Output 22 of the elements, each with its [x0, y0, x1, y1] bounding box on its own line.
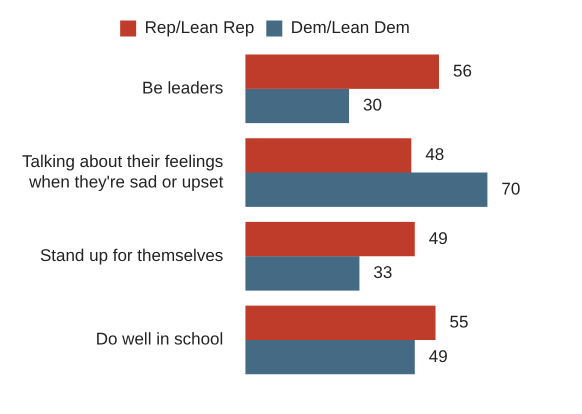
data-label: 49: [428, 228, 448, 248]
data-label: 55: [450, 312, 468, 332]
y-tick-label: Talking about their feelings when they're sad or upset: [22, 152, 224, 192]
data-label: 56: [452, 61, 472, 80]
bar: [245, 222, 415, 256]
bar: [245, 340, 415, 374]
data-label: 48: [425, 145, 444, 164]
data-label: 49: [428, 346, 448, 366]
data-label: 33: [373, 263, 392, 282]
bar: [245, 256, 360, 291]
y-tick-label: Do well in school: [96, 330, 224, 349]
bar: [245, 306, 436, 340]
bar: [245, 54, 439, 89]
data-label: 70: [501, 179, 520, 198]
data-label: 30: [363, 96, 382, 115]
bar: [245, 88, 350, 124]
y-tick-label: Be leaders: [142, 78, 224, 98]
legend-label: Dem/Lean Dem: [290, 18, 410, 38]
bar: [245, 138, 412, 173]
bar: [245, 172, 488, 207]
legend-label: Rep/Lean Rep: [144, 18, 254, 38]
y-tick-label: Stand up for themselves: [40, 246, 224, 265]
